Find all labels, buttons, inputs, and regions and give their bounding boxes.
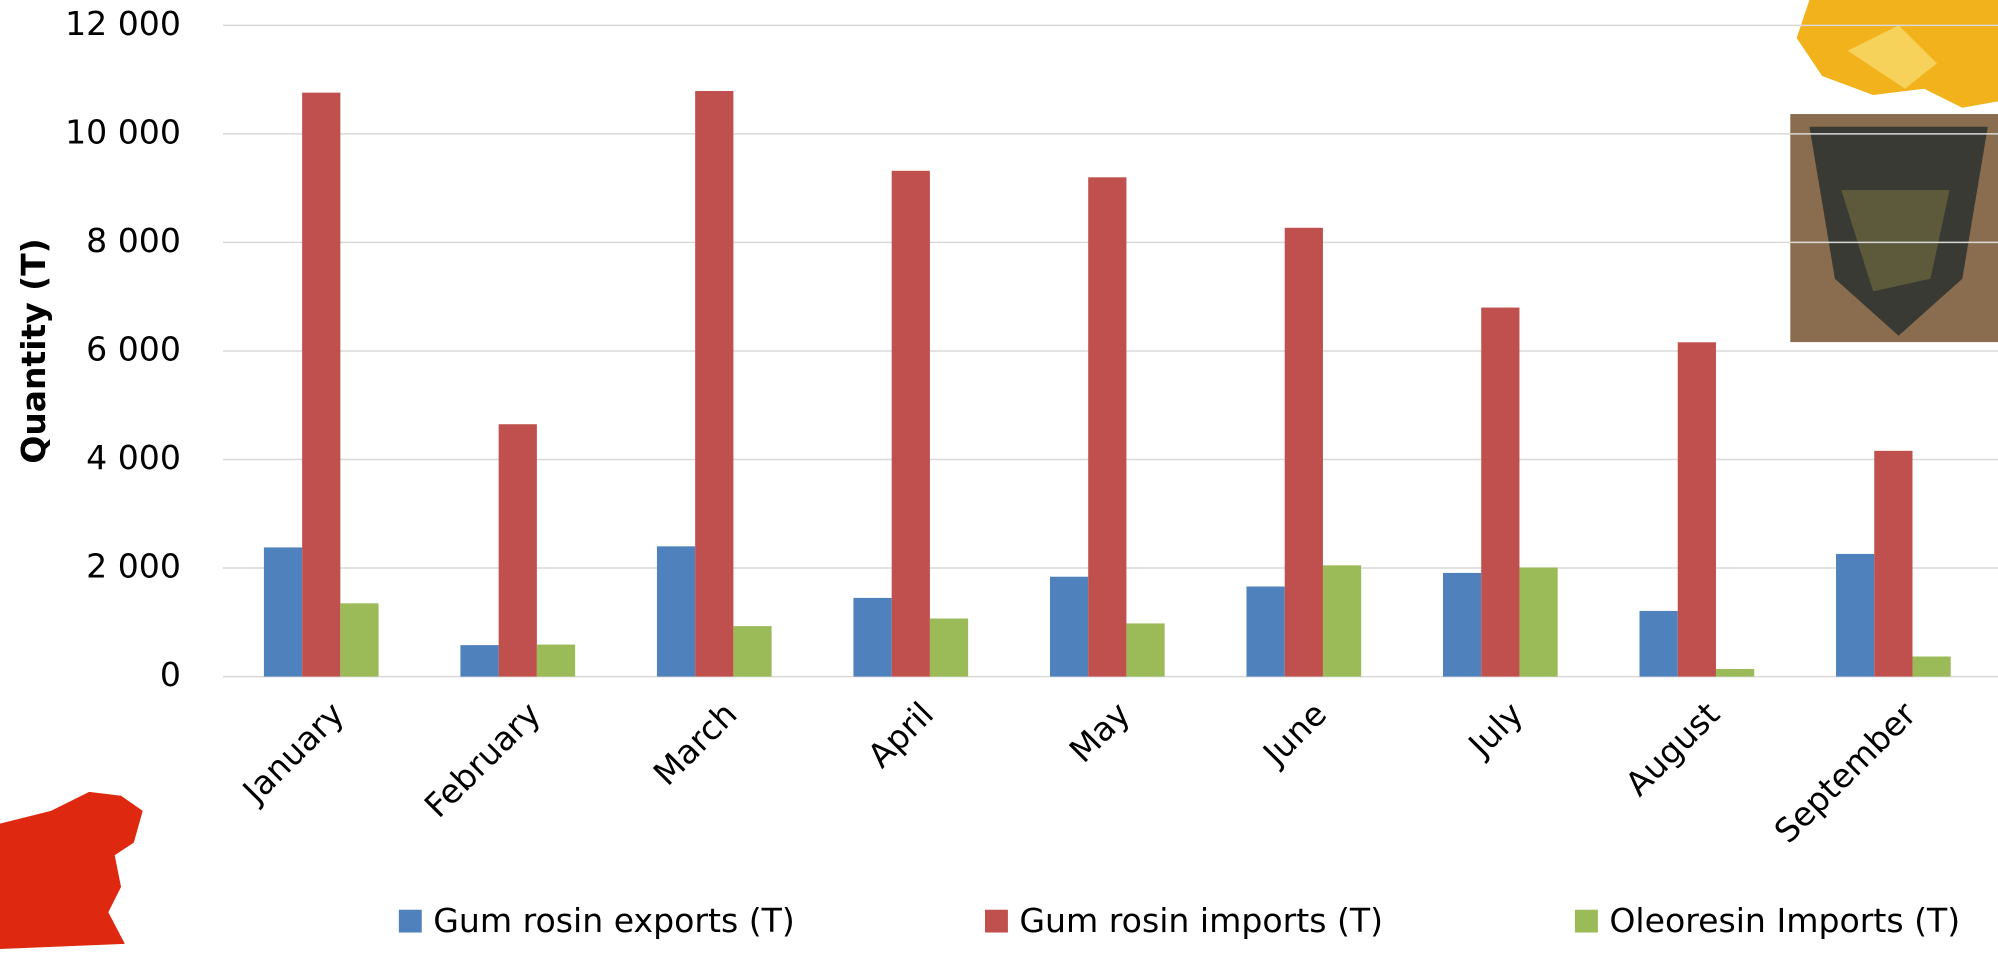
y-tick-label: 12 000 (65, 4, 181, 43)
bar (733, 626, 772, 677)
x-tick-label: June (1254, 694, 1334, 774)
bar (1836, 553, 1875, 677)
legend-swatch (398, 909, 422, 933)
x-tick-label: July (1459, 694, 1530, 765)
legend-swatch (984, 909, 1008, 933)
bar (1126, 623, 1165, 677)
x-tick-label: April (860, 694, 941, 775)
bar (1639, 610, 1678, 677)
bar (1481, 307, 1520, 677)
y-tick-label: 4 000 (86, 438, 181, 477)
bar (1677, 342, 1716, 677)
x-tick-label: February (417, 694, 548, 825)
legend-label: Gum rosin exports (T) (433, 901, 795, 940)
bar (853, 597, 892, 677)
bar (1284, 227, 1323, 677)
bar (263, 547, 303, 677)
bar (1049, 576, 1089, 677)
bar (929, 618, 969, 677)
bar (498, 424, 537, 677)
x-tick-label: August (1618, 694, 1728, 803)
bar (1322, 565, 1362, 677)
y-tick-label: 2 000 (86, 547, 181, 586)
x-tick-label: March (645, 694, 744, 792)
legend-label: Gum rosin imports (T) (1019, 901, 1383, 940)
bar (695, 91, 734, 677)
bar (1088, 177, 1127, 677)
bar (1519, 567, 1558, 677)
y-axis-title: Quantity (T) (14, 238, 53, 463)
y-tick-label: 0 (160, 655, 181, 694)
bar (1912, 656, 1951, 677)
bar (1874, 450, 1913, 677)
legend-label: Oleoresin Imports (T) (1609, 901, 1960, 940)
y-tick-label: 10 000 (65, 112, 181, 151)
y-tick-label: 6 000 (86, 330, 181, 369)
x-tick-label: January (234, 694, 352, 811)
bar (891, 170, 930, 677)
rosin-highlight (1847, 25, 1937, 89)
x-tick-label: May (1061, 694, 1137, 770)
x-tick-label: September (1767, 694, 1924, 850)
legend-swatch (1574, 909, 1598, 933)
bar (460, 645, 499, 677)
bar (302, 92, 341, 677)
bar (1246, 586, 1285, 677)
bar (536, 644, 576, 677)
bar (340, 603, 379, 677)
y-tick-label: 8 000 (86, 221, 181, 260)
resin-liquid (1841, 190, 1950, 292)
bar (1715, 668, 1755, 677)
bar (1443, 572, 1482, 677)
china-map (0, 791, 143, 949)
bar (656, 546, 696, 677)
